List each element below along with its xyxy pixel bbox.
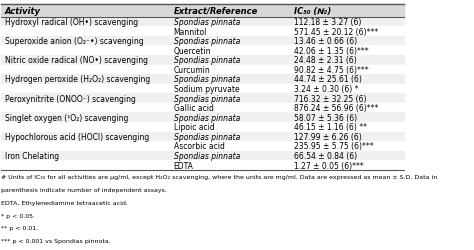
Text: * p < 0.05.: * p < 0.05. — [1, 213, 36, 218]
Bar — [1, 18, 404, 27]
Text: EDTA: EDTA — [173, 161, 193, 170]
Text: 3.24 ± 0.30 (6) *: 3.24 ± 0.30 (6) * — [294, 85, 359, 94]
Text: ** p < 0.01.: ** p < 0.01. — [1, 226, 38, 230]
Text: 90.82 ± 4.75 (6)***: 90.82 ± 4.75 (6)*** — [294, 66, 369, 74]
Text: 46.15 ± 1.16 (6) **: 46.15 ± 1.16 (6) ** — [294, 123, 367, 132]
Text: 44.74 ± 25.61 (6): 44.74 ± 25.61 (6) — [294, 75, 362, 84]
Text: Spondias pinnata: Spondias pinnata — [173, 37, 240, 46]
Text: 1.27 ± 0.05 (6)***: 1.27 ± 0.05 (6)*** — [294, 161, 364, 170]
Text: Ascorbic acid: Ascorbic acid — [173, 142, 225, 151]
Text: 571.45 ± 20.12 (6)***: 571.45 ± 20.12 (6)*** — [294, 28, 378, 36]
Bar — [1, 5, 404, 18]
Bar — [1, 75, 404, 85]
Text: Singlet oxygen (¹O₂) scavenging: Singlet oxygen (¹O₂) scavenging — [5, 113, 128, 122]
Text: Curcumin: Curcumin — [173, 66, 210, 74]
Text: Activity: Activity — [5, 7, 41, 16]
Text: Extract/Reference: Extract/Reference — [173, 7, 258, 16]
Text: 58.07 ± 5.36 (6): 58.07 ± 5.36 (6) — [294, 113, 357, 122]
Text: Peroxynitrite (ONOO⁻) scavenging: Peroxynitrite (ONOO⁻) scavenging — [5, 94, 136, 103]
Bar — [1, 46, 404, 56]
Text: Spondias pinnata: Spondias pinnata — [173, 56, 240, 65]
Bar — [1, 104, 404, 113]
Text: Spondias pinnata: Spondias pinnata — [173, 18, 240, 27]
Text: 876.24 ± 56.96 (6)***: 876.24 ± 56.96 (6)*** — [294, 104, 379, 113]
Text: 112.18 ± 3.27 (6): 112.18 ± 3.27 (6) — [294, 18, 362, 27]
Text: 127.99 ± 6.26 (6): 127.99 ± 6.26 (6) — [294, 132, 362, 141]
Bar — [1, 65, 404, 75]
Text: Lipoic acid: Lipoic acid — [173, 123, 214, 132]
Text: 24.48 ± 2.31 (6): 24.48 ± 2.31 (6) — [294, 56, 357, 65]
Bar — [1, 84, 404, 94]
Text: Spondias pinnata: Spondias pinnata — [173, 132, 240, 141]
Text: Spondias pinnata: Spondias pinnata — [173, 152, 240, 160]
Text: Spondias pinnata: Spondias pinnata — [173, 75, 240, 84]
Bar — [1, 27, 404, 37]
Text: parenthesis indicate number of independent assays.: parenthesis indicate number of independe… — [1, 187, 167, 192]
Text: 716.32 ± 32.25 (6): 716.32 ± 32.25 (6) — [294, 94, 367, 103]
Text: Nitric oxide radical (NO•) scavenging: Nitric oxide radical (NO•) scavenging — [5, 56, 147, 65]
Text: 235.95 ± 5.75 (6)***: 235.95 ± 5.75 (6)*** — [294, 142, 374, 151]
Bar — [1, 94, 404, 104]
Text: Spondias pinnata: Spondias pinnata — [173, 113, 240, 122]
Text: # Units of IC₅₀ for all activities are μg/ml, except H₂O₂ scavenging, where the : # Units of IC₅₀ for all activities are μ… — [1, 175, 438, 180]
Text: Spondias pinnata: Spondias pinnata — [173, 94, 240, 103]
Bar — [1, 37, 404, 46]
Text: Mannitol: Mannitol — [173, 28, 207, 36]
Text: Hydrogen peroxide (H₂O₂) scavenging: Hydrogen peroxide (H₂O₂) scavenging — [5, 75, 150, 84]
Text: Gallic acid: Gallic acid — [173, 104, 213, 113]
Bar — [1, 122, 404, 132]
Text: *** p < 0.001 vs Spondias pinnota.: *** p < 0.001 vs Spondias pinnota. — [1, 238, 111, 243]
Bar — [1, 132, 404, 141]
Bar — [1, 142, 404, 151]
Text: Quercetin: Quercetin — [173, 46, 211, 56]
Bar — [1, 161, 404, 170]
Bar — [1, 151, 404, 161]
Bar — [1, 113, 404, 122]
Text: 13.46 ± 0.66 (6): 13.46 ± 0.66 (6) — [294, 37, 357, 46]
Text: 42.06 ± 1.35 (6)***: 42.06 ± 1.35 (6)*** — [294, 46, 369, 56]
Text: EDTA, Ethylenediamine tetraacetic acid.: EDTA, Ethylenediamine tetraacetic acid. — [1, 200, 128, 205]
Text: Hydroxyl radical (OH•) scavenging: Hydroxyl radical (OH•) scavenging — [5, 18, 138, 27]
Text: Iron Chelating: Iron Chelating — [5, 152, 59, 160]
Text: 66.54 ± 0.84 (6): 66.54 ± 0.84 (6) — [294, 152, 357, 160]
Text: Hypochlorous acid (HOCl) scavenging: Hypochlorous acid (HOCl) scavenging — [5, 132, 149, 141]
Text: Superoxide anion (O₂⁻•) scavenging: Superoxide anion (O₂⁻•) scavenging — [5, 37, 143, 46]
Text: IC₅₀ (№): IC₅₀ (№) — [294, 7, 331, 16]
Text: Sodium pyruvate: Sodium pyruvate — [173, 85, 239, 94]
Bar — [1, 56, 404, 65]
